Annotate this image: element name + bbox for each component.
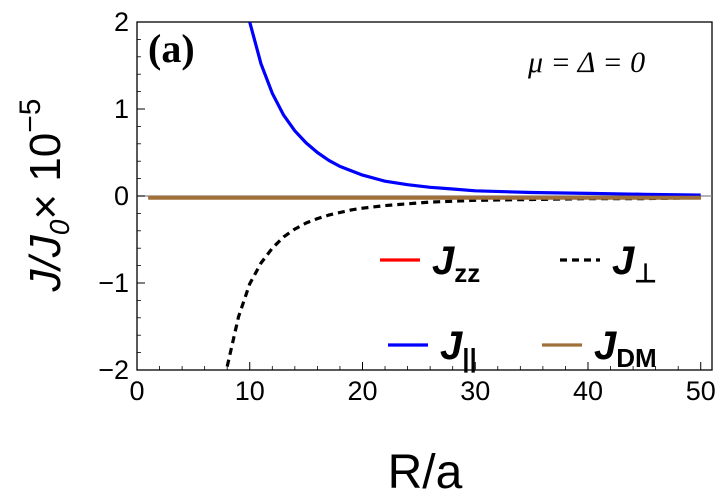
y-axis-title-exp: −5	[14, 99, 47, 133]
y-tick-label: −1	[98, 268, 129, 298]
y-axis-title-sub: 0	[44, 219, 75, 235]
x-tick-label: 30	[460, 376, 490, 406]
legend-label: Jzz	[432, 239, 480, 288]
legend-entry-Jpar: J||	[388, 324, 477, 373]
legend-label-main: J	[594, 324, 617, 368]
y-axis-title-main: J/J	[21, 234, 70, 292]
legend-label: J||	[440, 324, 477, 373]
legend-label-main: J	[432, 239, 455, 283]
x-tick-label: 20	[347, 376, 377, 406]
y-tick-label: 2	[114, 7, 129, 37]
legend-label: J⊥	[612, 239, 657, 288]
legend-entry-JDM: JDM	[542, 324, 657, 373]
x-tick-label: 40	[573, 376, 603, 406]
annotation: μ = Δ = 0	[527, 46, 645, 79]
legend-label-sub: ||	[462, 343, 477, 373]
ticks: 0 10 20 30 40 50 −2 −1 0 1 2	[98, 7, 716, 406]
y-tick-label: −2	[98, 355, 129, 385]
panel-label: (a)	[148, 26, 195, 71]
x-tick-label: 50	[686, 376, 716, 406]
legend-label: JDM	[594, 324, 657, 373]
y-axis-title-times: × 10	[21, 133, 70, 220]
x-tick-label: 10	[235, 376, 265, 406]
x-tick-label: 0	[129, 376, 144, 406]
y-tick-label: 0	[114, 181, 129, 211]
legend-label-main: J	[440, 324, 463, 368]
legend: Jzz J⊥J|| JDM	[380, 239, 657, 373]
legend-entry-Jzz: Jzz	[380, 239, 480, 288]
series-layer	[148, 22, 701, 367]
legend-label-main: J	[612, 239, 635, 283]
x-axis-title: R/a	[388, 446, 463, 498]
legend-label-sub: DM	[616, 343, 656, 373]
legend-entry-Jperp: J⊥	[560, 239, 657, 288]
y-axis-title: J/J0× 10−5	[14, 99, 75, 293]
legend-label-sub: ⊥	[634, 258, 657, 288]
y-tick-label: 1	[114, 94, 129, 124]
legend-label-sub: zz	[454, 258, 480, 288]
series-line-Jpar	[248, 22, 701, 197]
